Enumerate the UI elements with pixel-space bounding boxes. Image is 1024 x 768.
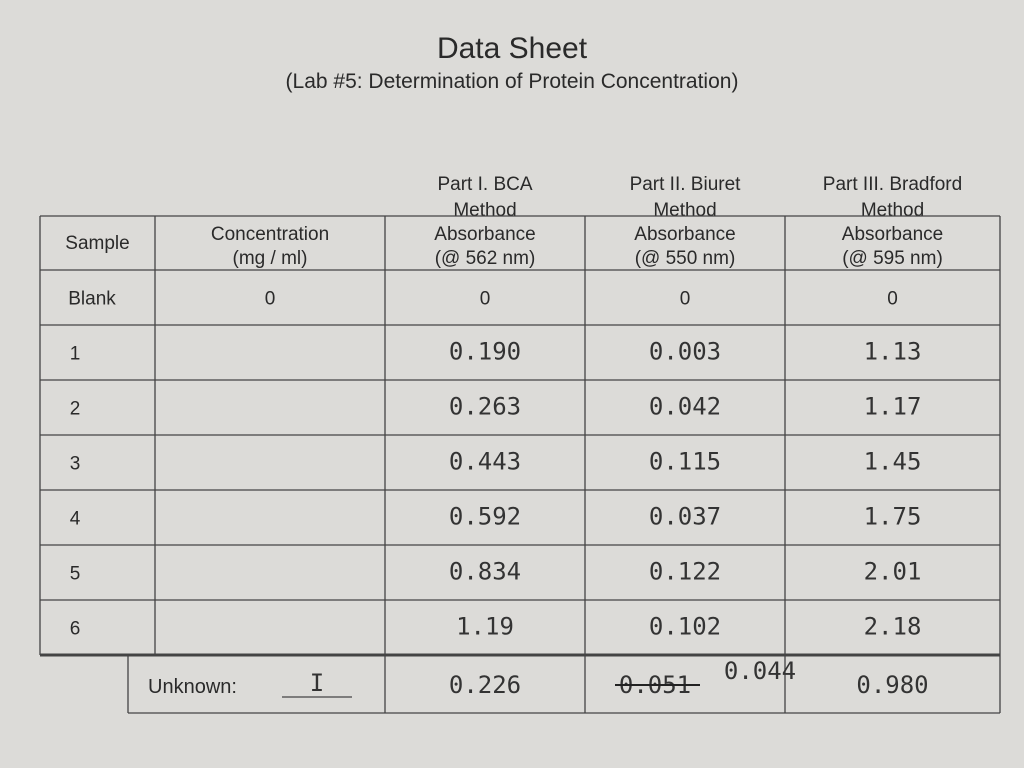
handwritten-value: 0.003 (649, 338, 721, 366)
column-header: Sample (65, 233, 129, 254)
cell-text: 0 (887, 289, 898, 310)
handwritten-value: 1.75 (864, 503, 922, 531)
cell-text: 4 (70, 509, 81, 530)
column-header: Absorbance (434, 224, 535, 245)
handwritten-value: 0.443 (449, 448, 521, 476)
handwritten-value: 0.115 (649, 448, 721, 476)
handwritten-value: 0.226 (449, 671, 521, 699)
cell-text: Blank (68, 289, 116, 310)
column-header: Absorbance (634, 224, 735, 245)
column-header: (@ 595 nm) (842, 248, 943, 269)
cell-text: 1 (70, 344, 81, 365)
handwritten-value: 0.044 (724, 657, 796, 685)
column-header: Concentration (211, 224, 329, 245)
handwritten-value: 0.980 (856, 671, 928, 699)
handwritten-value: 2.01 (864, 558, 922, 586)
cell-text: 3 (70, 454, 81, 475)
handwritten-value: 1.45 (864, 448, 922, 476)
handwritten-value: 0.190 (449, 338, 521, 366)
handwritten-value: 1.17 (864, 393, 922, 421)
cell-text: 2 (70, 399, 81, 420)
cell-text: 6 (70, 619, 81, 640)
group-label: Part II. Biuret (630, 174, 742, 195)
handwritten-value: 0.834 (449, 558, 521, 586)
column-header: Absorbance (842, 224, 943, 245)
handwritten-value: 0.102 (649, 613, 721, 641)
unknown-label: Unknown: (148, 676, 237, 698)
handwritten-value: 0.042 (649, 393, 721, 421)
handwritten-value: 0.122 (649, 558, 721, 586)
title: Data Sheet (437, 32, 588, 65)
cell-text: 0 (265, 289, 276, 310)
group-label: Part I. BCA (437, 174, 532, 195)
handwritten-value: 0.592 (449, 503, 521, 531)
group-label: Method (653, 200, 716, 221)
cell-text: 0 (480, 289, 491, 310)
column-header: (mg / ml) (233, 248, 308, 269)
group-label: Method (861, 200, 924, 221)
group-label: Part III. Bradford (823, 174, 962, 195)
group-label: Method (453, 200, 516, 221)
handwritten-value: 0.037 (649, 503, 721, 531)
handwritten-value: 1.19 (456, 613, 514, 641)
handwritten-value: 1.13 (864, 338, 922, 366)
cell-text: 0 (680, 289, 691, 310)
handwritten-value: 2.18 (864, 613, 922, 641)
column-header: (@ 562 nm) (435, 248, 536, 269)
cell-text: 5 (70, 564, 81, 585)
unknown-id: I (310, 669, 324, 697)
subtitle: (Lab #5: Determination of Protein Concen… (286, 70, 739, 93)
column-header: (@ 550 nm) (635, 248, 736, 269)
handwritten-value: 0.263 (449, 393, 521, 421)
